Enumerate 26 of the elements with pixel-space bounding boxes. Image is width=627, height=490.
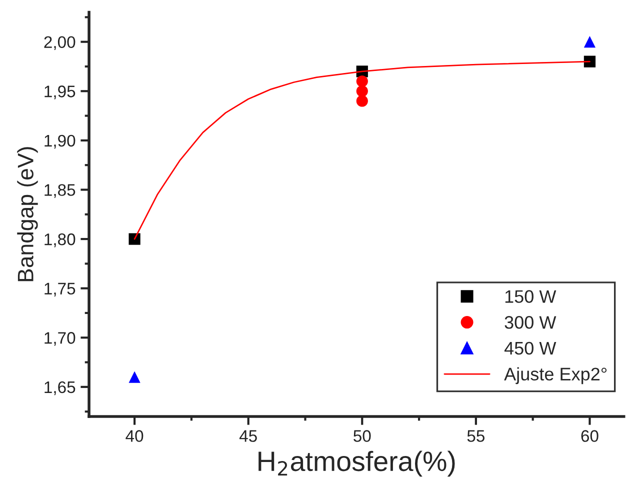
y-tick-label: 1,80 [44,233,76,248]
x-tick-label: 40 [126,430,144,442]
legend-label: 450 W [504,342,556,355]
point [128,233,140,245]
y-axis-title: Bandgap (eV) [17,147,38,282]
point [356,75,368,88]
y-tick-label: 1,75 [44,282,76,296]
x-tick-label: 60 [581,430,598,442]
y-tick-label: 1,90 [44,134,76,149]
y-tick-label: 1,95 [44,86,76,100]
point [584,56,596,68]
point [356,95,368,107]
x-tick-label: 45 [239,430,257,442]
x-tick-label: 50 [354,430,371,442]
point [584,36,596,48]
x-tick-label: 55 [467,430,485,442]
legend-label: 150 W [505,290,556,303]
x-axis-title: H$_{2}$atmosfera(%) [258,450,455,477]
y-tick-label: 1,70 [44,332,76,346]
point [356,85,368,97]
legend-label: 300 W [504,316,556,329]
point [128,371,140,383]
legend-label: Ajuste Exp2° [504,367,607,384]
y-tick-label: 1,65 [44,381,76,396]
y-tick-label: 1,85 [44,184,76,198]
y-tick-label: 2,00 [44,36,76,50]
